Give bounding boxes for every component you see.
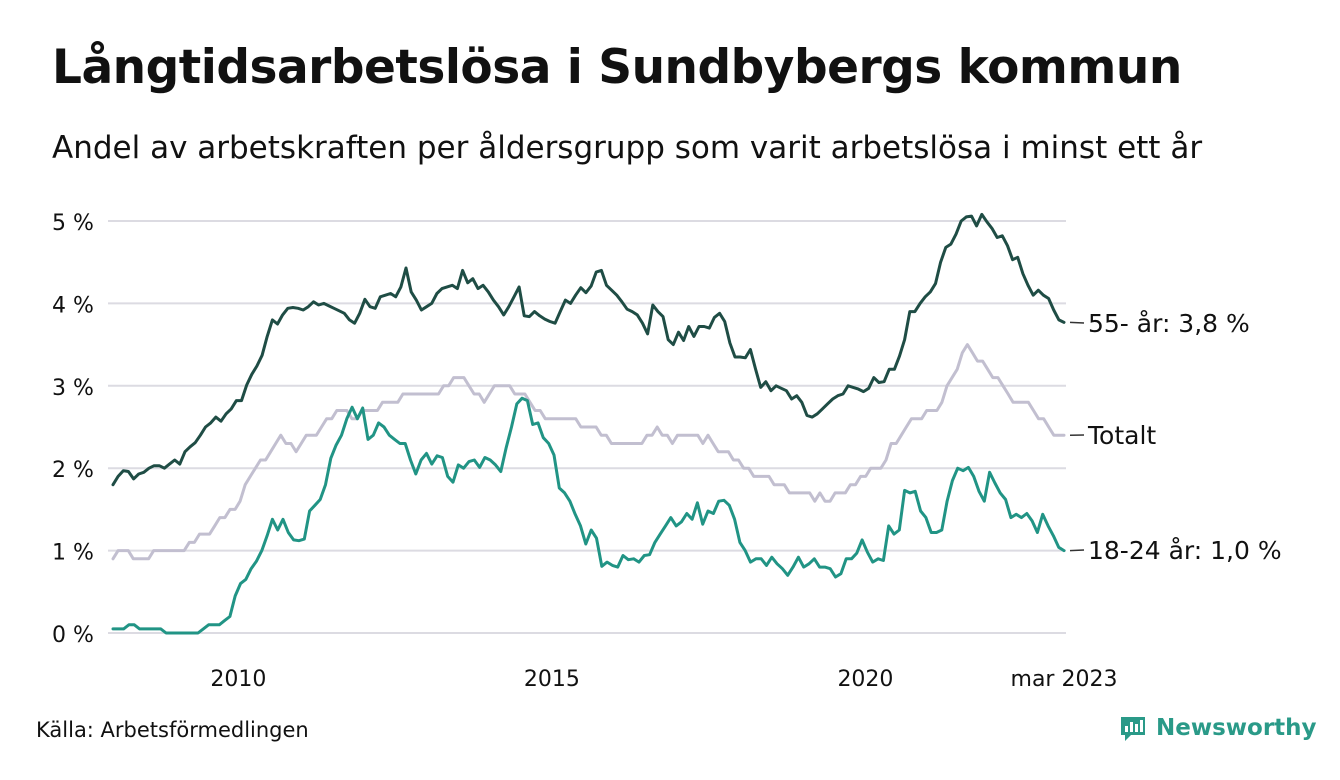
x-tick-label: mar 2023: [1011, 667, 1118, 692]
series-line-0: [111, 343, 1066, 561]
source-note: Källa: Arbetsförmedlingen: [36, 718, 309, 742]
y-tick-label: 3 %: [52, 376, 94, 401]
x-tick-label: 2020: [837, 667, 893, 692]
series-line-1: [111, 212, 1066, 487]
grid-lines: [108, 220, 1066, 634]
page-title: Långtidsarbetslösa i Sundbybergs kommun: [52, 40, 1182, 95]
x-tick-label: 2015: [524, 667, 580, 692]
y-tick-label: 4 %: [52, 293, 94, 318]
brand-logo[interactable]: Newsworthy: [1118, 713, 1317, 743]
end-label-leader: [1069, 549, 1085, 552]
series-lines: [111, 212, 1066, 635]
y-tick-label: 2 %: [52, 458, 94, 483]
series-end-label: Totalt: [1087, 421, 1156, 450]
y-tick-label: 5 %: [52, 211, 94, 236]
y-tick-label: 1 %: [52, 541, 94, 566]
y-axis-tick-labels: 0 % 1 % 2 % 3 % 4 % 5 %: [52, 211, 94, 648]
series-end-label: 55- år: 3,8 %: [1088, 309, 1250, 338]
brand-name: Newsworthy: [1156, 715, 1317, 741]
series-end-labels: Totalt 55- år: 3,8 % 18-24 år: 1,0 %: [1069, 309, 1282, 565]
y-tick-label: 0 %: [52, 623, 94, 648]
series-line-2: [111, 396, 1066, 635]
bar-chart-speech-bubble-icon: [1121, 717, 1145, 741]
end-label-leader: [1069, 321, 1085, 324]
x-axis-tick-labels: 2010 2015 2020 mar 2023: [210, 667, 1117, 692]
series-end-label: 18-24 år: 1,0 %: [1088, 536, 1282, 565]
page-subtitle: Andel av arbetskraften per åldersgrupp s…: [52, 130, 1203, 166]
x-tick-label: 2010: [210, 667, 266, 692]
